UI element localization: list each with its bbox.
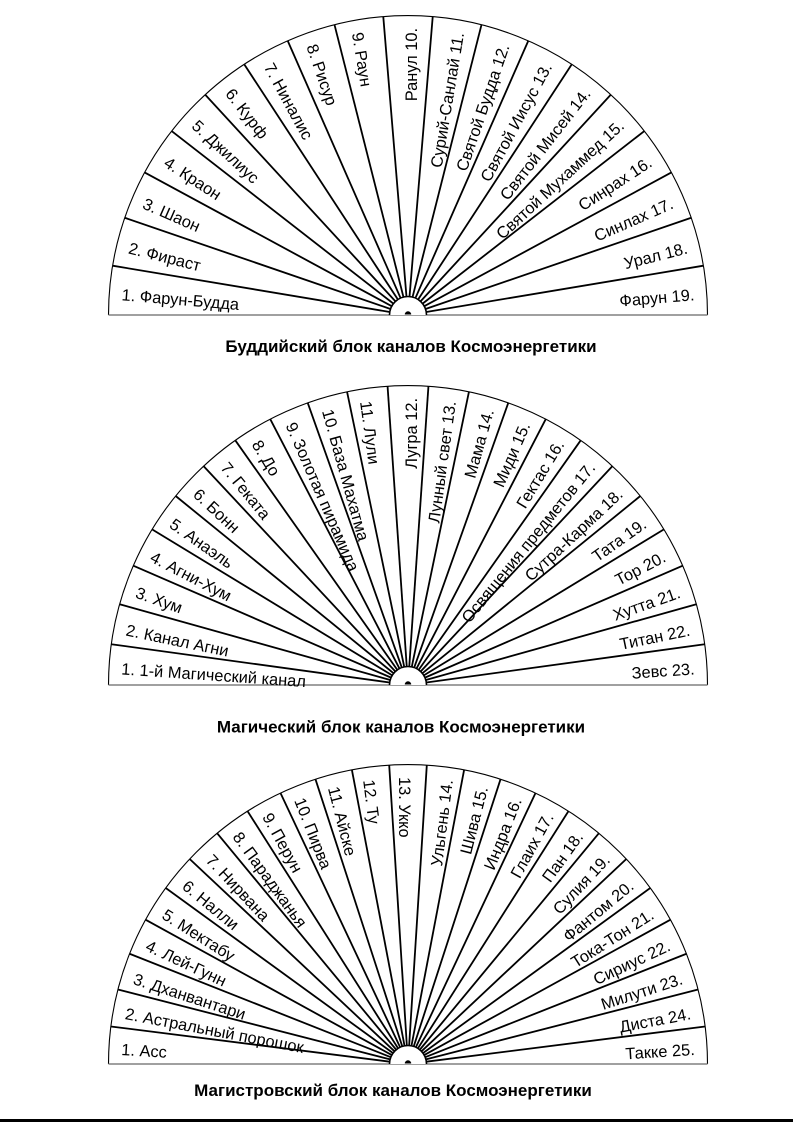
- svg-text:Буддийский блок каналов Космоэ: Буддийский блок каналов Космоэнергетики: [225, 337, 596, 356]
- svg-text:1. Асс: 1. Асс: [121, 1041, 168, 1062]
- svg-text:Магистровский блок каналов Кос: Магистровский блок каналов Космоэнергети…: [194, 1081, 592, 1100]
- svg-text:Зевс 23.: Зевс 23.: [631, 660, 695, 682]
- svg-text:Магический блок каналов Космоэ: Магический блок каналов Космоэнергетики: [217, 718, 585, 737]
- svg-text:Такке 25.: Такке 25.: [625, 1041, 695, 1063]
- svg-text:Лугра 12.: Лугра 12.: [403, 398, 421, 469]
- svg-text:13. Укко: 13. Укко: [395, 777, 413, 838]
- svg-text:12. Ту: 12. Ту: [359, 779, 383, 826]
- svg-text:Ранул 10.: Ранул 10.: [403, 28, 421, 101]
